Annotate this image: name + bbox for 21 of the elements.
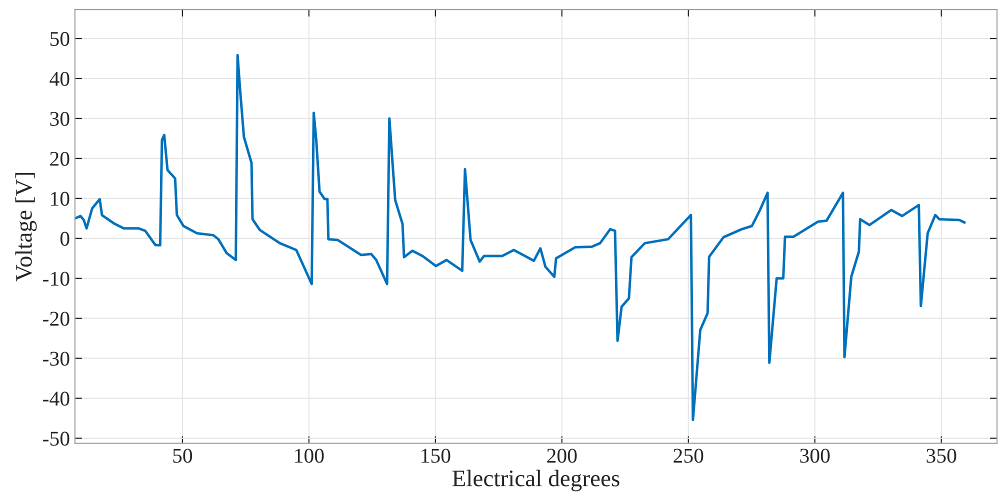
y-tick-label: -10 <box>43 272 70 286</box>
x-tick-label: 150 <box>422 448 450 463</box>
y-tick-label: 40 <box>50 72 70 86</box>
x-tick-label: 200 <box>547 448 577 463</box>
x-tick-label: 100 <box>295 448 324 463</box>
line-series <box>74 54 966 422</box>
y-tick-label: 50 <box>50 32 70 46</box>
x-tick-label: 350 <box>926 448 956 463</box>
x-axis-title: Electrical degrees <box>452 470 620 492</box>
y-tick-label: 20 <box>50 152 70 166</box>
y-tick-label: -20 <box>43 312 70 326</box>
x-tick-label: 50 <box>173 448 192 463</box>
y-tick-label: 0 <box>60 232 70 246</box>
y-tick-label: -50 <box>43 432 70 446</box>
x-tick-label: 300 <box>800 448 830 463</box>
x-tick-label: 250 <box>674 448 704 463</box>
y-tick-label: 30 <box>50 112 70 126</box>
y-tick-label: -30 <box>43 352 70 366</box>
y-tick-label: 10 <box>51 192 70 206</box>
y-axis-title: Voltage [V] <box>15 172 37 282</box>
y-tick-label: -40 <box>43 392 70 406</box>
